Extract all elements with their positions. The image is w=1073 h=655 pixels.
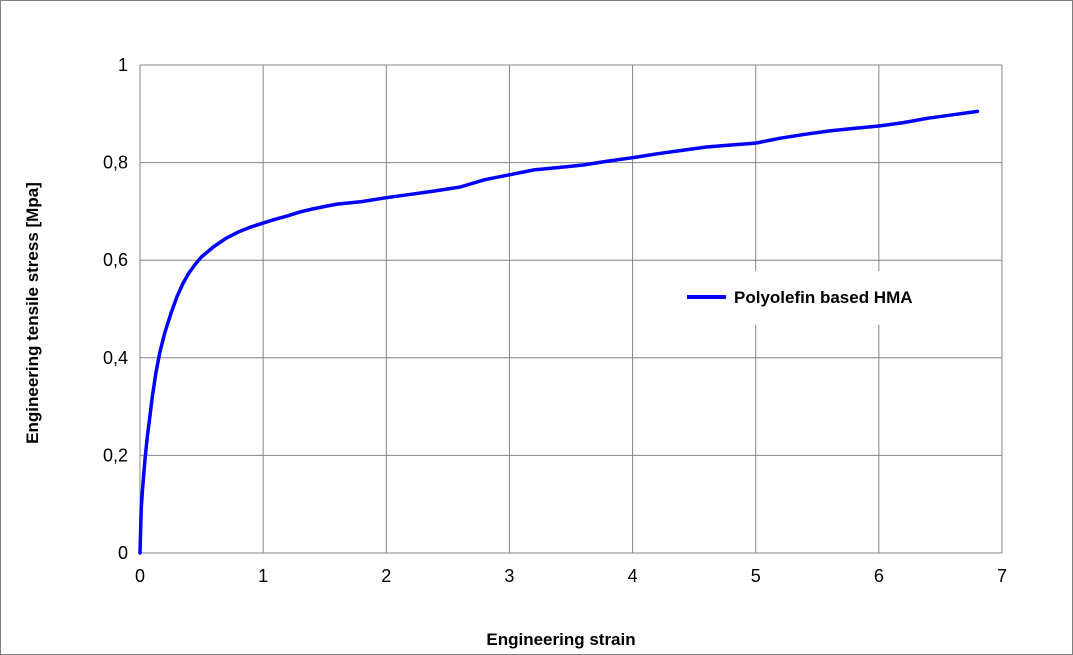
x-tick-label: 2 xyxy=(381,566,391,586)
y-tick-label: 0,8 xyxy=(103,153,128,173)
y-axis-title: Engineering tensile stress [Mpa] xyxy=(23,182,42,444)
x-tick-label: 7 xyxy=(997,566,1007,586)
x-axis-title: Engineering strain xyxy=(486,630,635,649)
y-tick-label: 0,6 xyxy=(103,250,128,270)
y-tick-label: 0 xyxy=(118,543,128,563)
x-tick-label: 5 xyxy=(751,566,761,586)
series-line xyxy=(138,109,980,555)
x-tick-label: 6 xyxy=(874,566,884,586)
legend-label: Polyolefin based HMA xyxy=(734,288,913,307)
y-tick-label: 0,2 xyxy=(103,445,128,465)
x-tick-label: 4 xyxy=(628,566,638,586)
x-tick-label: 0 xyxy=(135,566,145,586)
x-tick-label: 3 xyxy=(504,566,514,586)
x-tick-label: 1 xyxy=(258,566,268,586)
y-tick-label: 1 xyxy=(118,55,128,75)
y-tick-label: 0,4 xyxy=(103,348,128,368)
